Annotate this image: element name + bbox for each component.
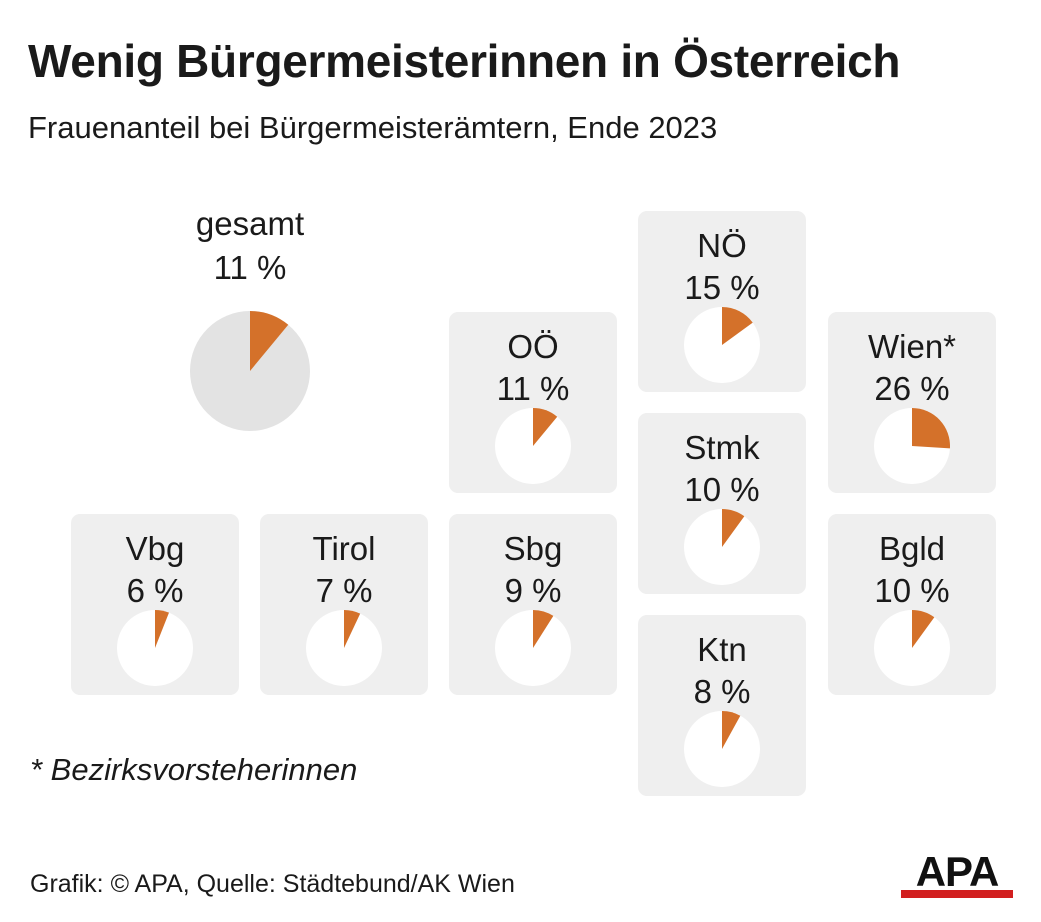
tile-name: Tirol: [312, 530, 376, 567]
tile-pie: [495, 610, 571, 686]
tile-pie: [684, 307, 760, 383]
pie-slice: [722, 509, 745, 547]
pie-slice: [250, 311, 289, 371]
pie-slice: [533, 408, 558, 446]
pie-slice: [722, 307, 753, 345]
tile-percent: 15 %: [684, 269, 760, 306]
tile-name: Vbg: [125, 530, 185, 567]
tile-pie: [684, 711, 760, 787]
tile-percent: 8 %: [693, 673, 751, 710]
tile-noe: NÖ 15 %: [638, 211, 806, 392]
chart-subtitle: Frauenanteil bei Bürgermeisterämtern, En…: [28, 110, 718, 145]
tile-name: Sbg: [503, 530, 563, 567]
tile-percent: 7 %: [315, 572, 373, 609]
pie-slice: [155, 610, 169, 648]
tile-pie: [495, 408, 571, 484]
tile-percent: 11 %: [496, 370, 570, 407]
logo-bar: [901, 890, 1013, 898]
tile-name: OÖ: [507, 328, 559, 365]
tile-name: Stmk: [684, 429, 760, 466]
tile-bgld: Bgld 10 %: [828, 514, 996, 695]
pie-slice: [344, 610, 361, 648]
tile-tirol: Tirol 7 %: [260, 514, 428, 695]
tile-pie: [874, 408, 950, 484]
tile-ooe: OÖ 11 %: [449, 312, 617, 493]
pie-slice: [533, 610, 554, 648]
tile-name: NÖ: [697, 227, 747, 264]
chart-title: Wenig Bürgermeisterinnen in Österreich: [28, 35, 901, 87]
tile-sbg: Sbg 9 %: [449, 514, 617, 695]
overall-name: gesamt: [195, 205, 305, 242]
tile-percent: 6 %: [126, 572, 184, 609]
tile-pie: [874, 610, 950, 686]
tile-percent: 26 %: [874, 370, 950, 407]
tile-percent: 9 %: [504, 572, 562, 609]
tile-percent: 10 %: [684, 471, 760, 508]
footnote: * Bezirksvorsteherinnen: [30, 752, 358, 787]
source-credit: Grafik: © APA, Quelle: Städtebund/AK Wie…: [30, 870, 515, 898]
tile-pie: [684, 509, 760, 585]
tile-vbg: Vbg 6 %: [71, 514, 239, 695]
pie-slice: [912, 610, 935, 648]
tile-name: Ktn: [697, 631, 747, 668]
tile-ktn: Ktn 8 %: [638, 615, 806, 796]
tile-name: Wien*: [867, 328, 957, 365]
tile-percent: 10 %: [874, 572, 950, 609]
logo-text: APA: [916, 850, 999, 895]
tile-name: Bgld: [878, 530, 946, 567]
pie-slice: [912, 408, 950, 449]
apa-logo: APA: [901, 850, 1013, 898]
tile-wien: Wien* 26 %: [828, 312, 996, 493]
overall-pie: [190, 311, 310, 431]
overall-percent: 11 %: [213, 249, 287, 286]
overall-group: gesamt 11 %: [160, 205, 340, 435]
pie-slice: [722, 711, 741, 749]
tile-pie: [306, 610, 382, 686]
tile-pie: [117, 610, 193, 686]
tile-stmk: Stmk 10 %: [638, 413, 806, 594]
